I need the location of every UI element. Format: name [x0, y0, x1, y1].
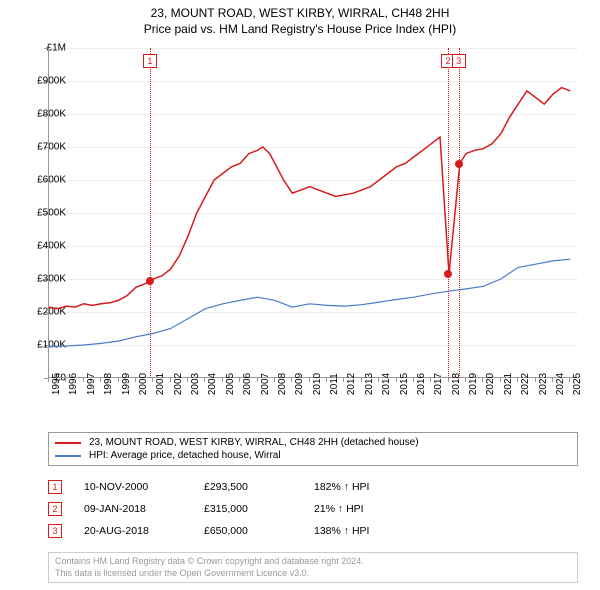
x-axis-label: 2023 [538, 373, 549, 395]
x-axis-label: 2020 [485, 373, 496, 395]
x-axis-label: 2021 [503, 373, 514, 395]
plot-area [48, 48, 578, 378]
x-axis-label: 2004 [207, 373, 218, 395]
line-chart-svg [49, 48, 579, 378]
x-axis-label: 2001 [155, 373, 166, 395]
sale-number-box: 2 [48, 502, 62, 516]
x-axis-label: 2019 [468, 373, 479, 395]
title-block: 23, MOUNT ROAD, WEST KIRBY, WIRRAL, CH48… [0, 0, 600, 40]
series-line [49, 88, 570, 309]
sale-marker-box: 1 [143, 54, 157, 68]
sale-price: £293,500 [204, 481, 314, 493]
x-axis-label: 1998 [103, 373, 114, 395]
sale-pct: 182% ↑ HPI [314, 481, 434, 493]
series-line [49, 259, 570, 346]
sale-price: £315,000 [204, 503, 314, 515]
x-axis-label: 2024 [555, 373, 566, 395]
x-axis-label: 2000 [138, 373, 149, 395]
sale-number-box: 1 [48, 480, 62, 494]
x-axis-label: 2002 [173, 373, 184, 395]
x-axis-label: 2008 [277, 373, 288, 395]
address-title: 23, MOUNT ROAD, WEST KIRBY, WIRRAL, CH48… [0, 6, 600, 20]
sale-number-box: 3 [48, 524, 62, 538]
x-axis-label: 2003 [190, 373, 201, 395]
x-axis-label: 2025 [572, 373, 583, 395]
sale-dot [455, 160, 463, 168]
sale-dot [146, 277, 154, 285]
sale-date: 20-AUG-2018 [84, 525, 204, 537]
x-axis-label: 2013 [364, 373, 375, 395]
legend: 23, MOUNT ROAD, WEST KIRBY, WIRRAL, CH48… [48, 432, 578, 466]
subtitle: Price paid vs. HM Land Registry's House … [0, 22, 600, 36]
sale-pct: 138% ↑ HPI [314, 525, 434, 537]
x-axis-label: 2015 [399, 373, 410, 395]
x-axis-label: 1996 [68, 373, 79, 395]
x-axis-label: 2012 [346, 373, 357, 395]
x-axis-label: 2007 [260, 373, 271, 395]
legend-item: 23, MOUNT ROAD, WEST KIRBY, WIRRAL, CH48… [55, 436, 571, 449]
legend-label: 23, MOUNT ROAD, WEST KIRBY, WIRRAL, CH48… [89, 437, 419, 448]
table-row: 3 20-AUG-2018 £650,000 138% ↑ HPI [48, 520, 578, 542]
legend-label: HPI: Average price, detached house, Wirr… [89, 450, 281, 461]
x-axis-label: 2009 [294, 373, 305, 395]
x-axis-label: 2022 [520, 373, 531, 395]
sale-price: £650,000 [204, 525, 314, 537]
x-axis-label: 2017 [433, 373, 444, 395]
legend-swatch-red [55, 442, 81, 444]
chart-container: 23, MOUNT ROAD, WEST KIRBY, WIRRAL, CH48… [0, 0, 600, 590]
sale-date: 10-NOV-2000 [84, 481, 204, 493]
x-axis-label: 1995 [51, 373, 62, 395]
legend-swatch-blue [55, 455, 81, 457]
sale-pct: 21% ↑ HPI [314, 503, 434, 515]
attribution-line: This data is licensed under the Open Gov… [55, 568, 571, 580]
x-axis-label: 1999 [121, 373, 132, 395]
x-axis-label: 2006 [242, 373, 253, 395]
attribution-box: Contains HM Land Registry data © Crown c… [48, 552, 578, 583]
x-axis-label: 2016 [416, 373, 427, 395]
sales-table: 1 10-NOV-2000 £293,500 182% ↑ HPI 2 09-J… [48, 476, 578, 542]
x-axis-label: 2010 [312, 373, 323, 395]
x-axis-label: 2011 [329, 373, 340, 395]
x-axis-label: 1997 [86, 373, 97, 395]
x-axis-label: 2014 [381, 373, 392, 395]
x-axis-label: 2005 [225, 373, 236, 395]
sale-marker-box: 3 [452, 54, 466, 68]
sale-date: 09-JAN-2018 [84, 503, 204, 515]
table-row: 2 09-JAN-2018 £315,000 21% ↑ HPI [48, 498, 578, 520]
attribution-line: Contains HM Land Registry data © Crown c… [55, 556, 571, 568]
x-axis-label: 2018 [451, 373, 462, 395]
table-row: 1 10-NOV-2000 £293,500 182% ↑ HPI [48, 476, 578, 498]
sale-dot [444, 270, 452, 278]
legend-item: HPI: Average price, detached house, Wirr… [55, 449, 571, 462]
